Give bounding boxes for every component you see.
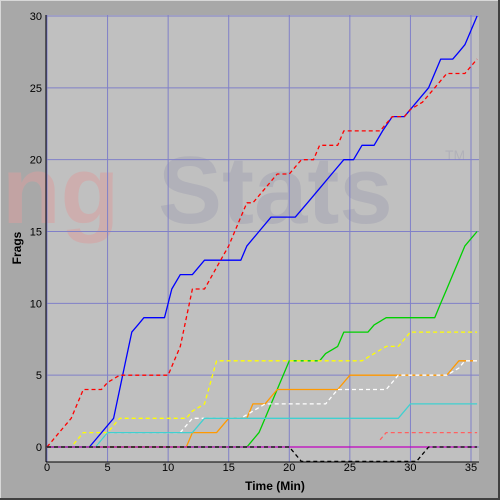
watermark-tm: TM: [445, 147, 465, 163]
series-line-4: [47, 331, 478, 448]
series-line-5: [47, 360, 478, 448]
y-tick-label: 5: [36, 370, 42, 382]
series-line-2: [46, 58, 478, 448]
y-tick-label: 0: [36, 442, 42, 454]
x-tick-label: 20: [283, 462, 295, 474]
x-tick-label: 10: [162, 462, 174, 474]
series-line-10: [47, 446, 478, 462]
y-tick-label: 30: [30, 11, 42, 23]
x-tick-label: 5: [105, 462, 111, 474]
series-line-1: [47, 15, 478, 448]
x-tick-label: 30: [404, 462, 416, 474]
x-tick-label: 0: [44, 462, 50, 474]
tick-labels: 0 5 10 15 20 25 30 35 0 5 10 15 20 25 30: [30, 11, 477, 474]
series-line-7: [47, 403, 478, 448]
axes: [45, 15, 479, 463]
y-tick-label: 25: [30, 83, 42, 95]
series-line-6: [47, 360, 478, 448]
y-axis-title: Frags: [10, 231, 24, 264]
x-tick-label: 15: [223, 462, 235, 474]
x-tick-label: 25: [344, 462, 356, 474]
series-lines: [46, 15, 478, 462]
y-tick-label: 20: [30, 155, 42, 167]
series-line-8: [379, 431, 478, 441]
x-axis-title: Time (Min): [245, 479, 305, 493]
plot-area: [46, 15, 479, 462]
watermark-brand-right: Stats: [158, 137, 393, 244]
watermark-brand-left: ng: [2, 137, 119, 244]
watermark: ng Stats TM: [2, 137, 465, 244]
x-tick-label: 35: [465, 462, 477, 474]
y-tick-label: 10: [30, 298, 42, 310]
y-tick-label: 15: [30, 227, 42, 239]
